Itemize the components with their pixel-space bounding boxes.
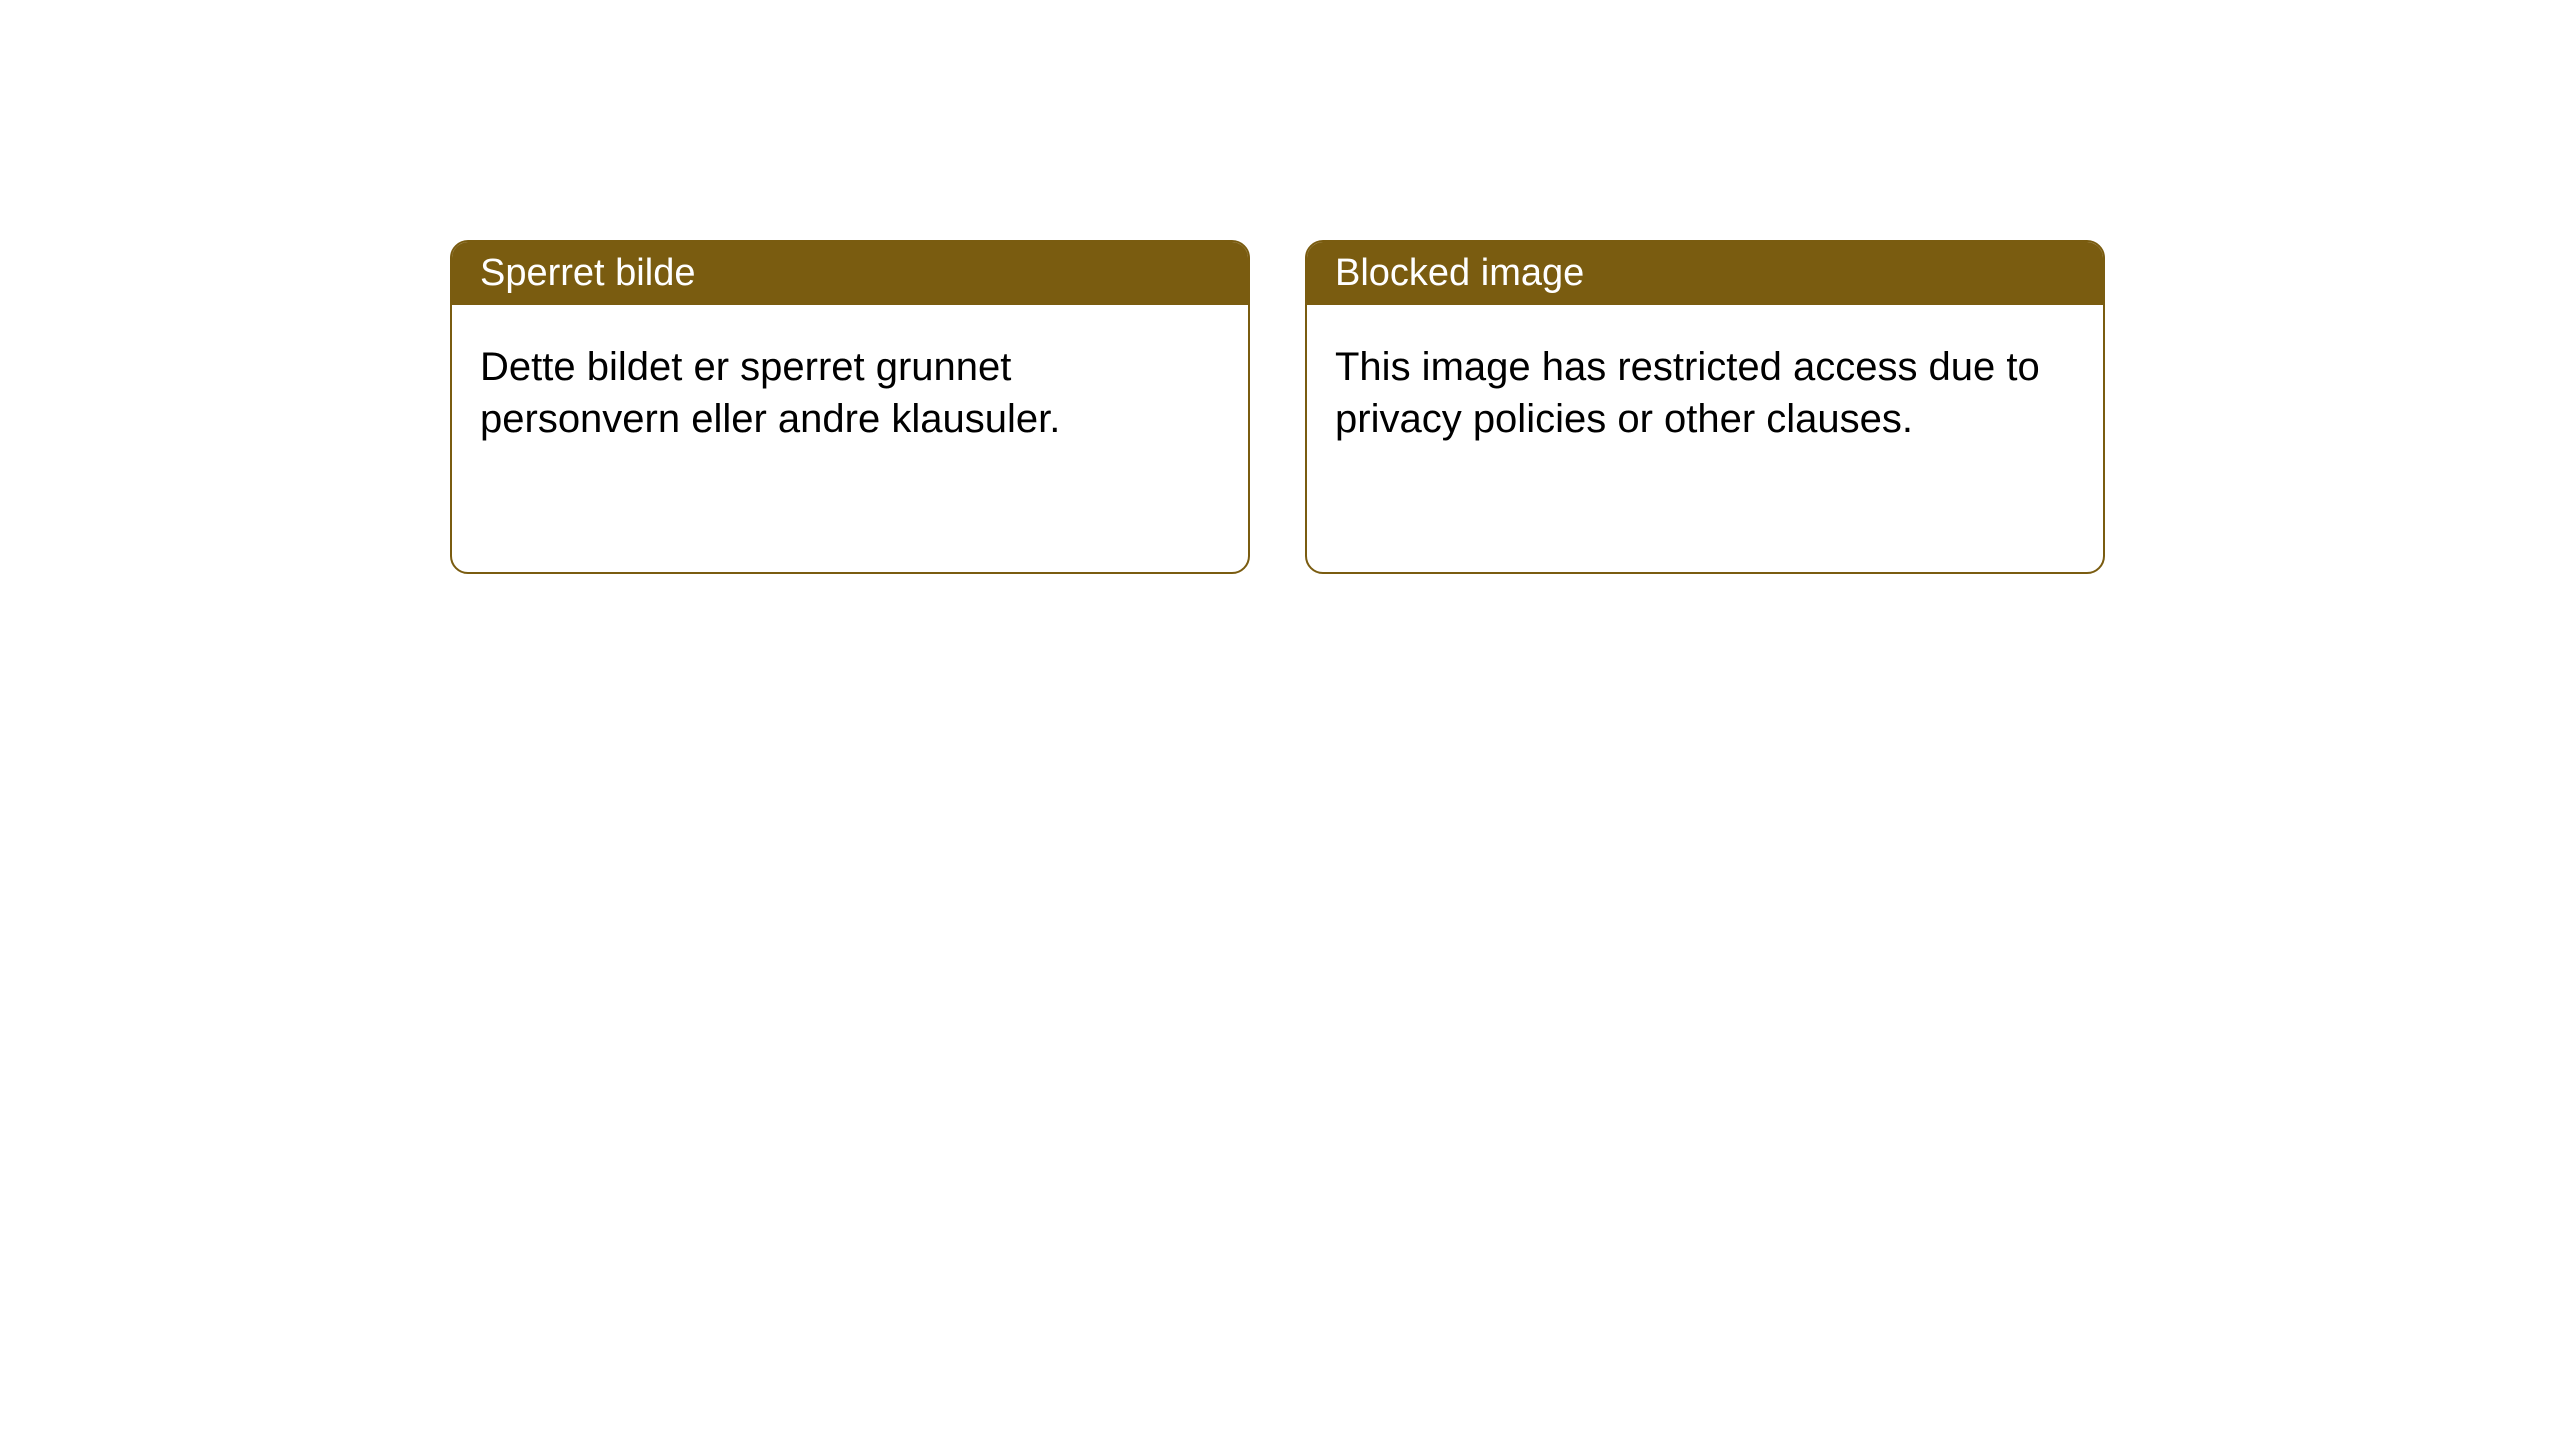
card-body: Dette bildet er sperret grunnet personve… (452, 305, 1248, 481)
card-header-text: Blocked image (1335, 252, 1584, 294)
card-body-text: Dette bildet er sperret grunnet personve… (480, 345, 1060, 441)
info-card-norwegian: Sperret bilde Dette bildet er sperret gr… (450, 240, 1250, 574)
info-card-english: Blocked image This image has restricted … (1305, 240, 2105, 574)
card-header: Blocked image (1307, 242, 2103, 305)
card-body-text: This image has restricted access due to … (1335, 345, 2040, 441)
card-header: Sperret bilde (452, 242, 1248, 305)
cards-container: Sperret bilde Dette bildet er sperret gr… (450, 240, 2105, 574)
card-header-text: Sperret bilde (480, 252, 695, 294)
card-body: This image has restricted access due to … (1307, 305, 2103, 481)
